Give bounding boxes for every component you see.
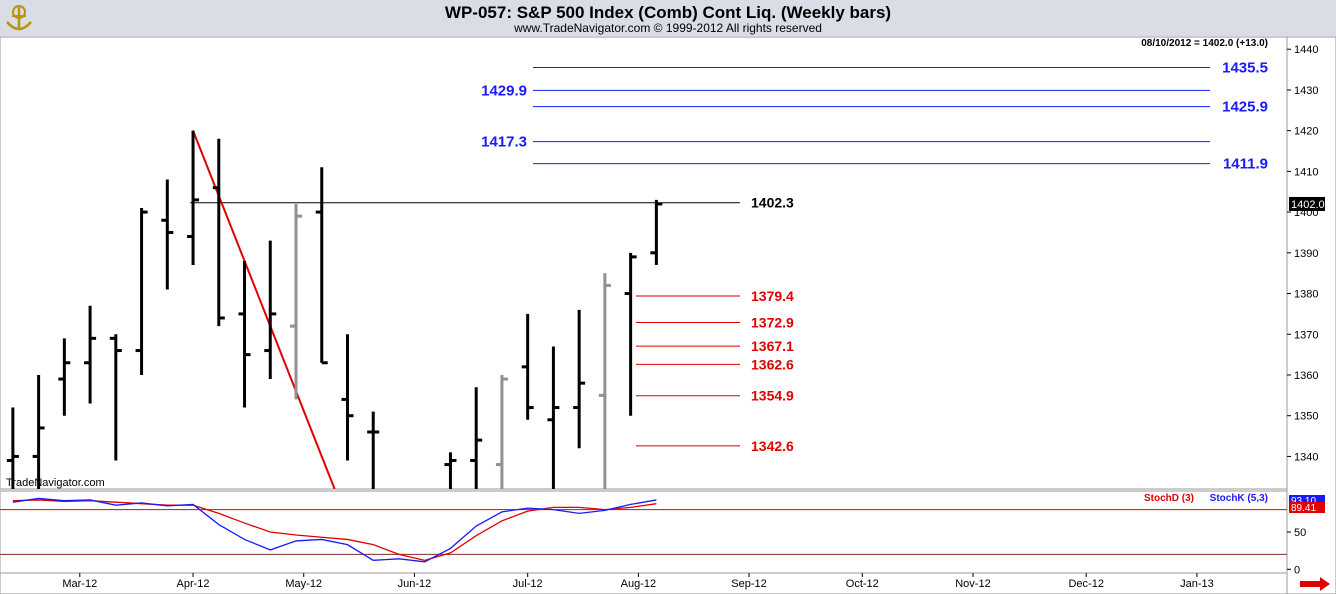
date-axis-tick-label: Jun-12 bbox=[398, 578, 432, 590]
date-axis-tick-label: Aug-12 bbox=[621, 578, 656, 590]
red-level-label: 1342.6 bbox=[751, 438, 794, 454]
stochastic-axis-tick-label: 0 bbox=[1294, 564, 1300, 576]
blue-level-label: 1425.9 bbox=[1222, 99, 1268, 116]
price-axis-tick-label: 1410 bbox=[1294, 166, 1318, 178]
blue-level-label: 1411.9 bbox=[1223, 156, 1268, 173]
last-bar-info: 08/10/2012 = 1402.0 (+13.0) bbox=[1141, 38, 1268, 49]
stochastic-axis-tick-label: 50 bbox=[1294, 527, 1306, 539]
stoch-d-line bbox=[12, 499, 657, 561]
date-axis-tick-label: Jan-13 bbox=[1180, 578, 1214, 590]
red-level-label: 1372.9 bbox=[751, 314, 794, 330]
current-price-label: 1402.0 bbox=[1291, 199, 1325, 211]
stoch-d-value-marker bbox=[1289, 502, 1325, 513]
date-axis-tick-label: May-12 bbox=[285, 578, 322, 590]
chart-title: WP-057: S&P 500 Index (Comb) Cont Liq. (… bbox=[444, 3, 892, 22]
price-axis-tick-label: 1440 bbox=[1294, 44, 1318, 56]
date-axis-tick-label: Mar-12 bbox=[62, 578, 97, 590]
red-level-label: 1379.4 bbox=[751, 288, 794, 304]
date-axis-panel bbox=[0, 572, 1288, 594]
price-axis-tick-label: 1380 bbox=[1294, 289, 1318, 301]
price-axis-tick-label: 1420 bbox=[1294, 126, 1318, 138]
date-axis-tick-label: Sep-12 bbox=[731, 578, 766, 590]
watermark: TradeNavigator.com bbox=[6, 477, 105, 489]
red-level-label: 1354.9 bbox=[751, 388, 794, 404]
date-axis-tick-label: Jul-12 bbox=[513, 578, 543, 590]
stoch-k-value-marker bbox=[1289, 495, 1325, 506]
red-level-label: 1362.6 bbox=[751, 356, 794, 372]
stochastic-panel bbox=[0, 490, 1288, 574]
stoch-k-legend: StochK (5,3) bbox=[1210, 493, 1268, 504]
stoch-k-value: 93.10 bbox=[1291, 496, 1316, 507]
title-bar bbox=[0, 0, 1336, 36]
resistance-level-label: 1402.3 bbox=[751, 195, 794, 211]
price-axis-tick-label: 1350 bbox=[1294, 411, 1318, 423]
stoch-d-legend: StochD (3) bbox=[1144, 493, 1194, 504]
price-axis-tick-label: 1370 bbox=[1294, 329, 1318, 341]
date-axis-tick-label: Apr-12 bbox=[177, 578, 210, 590]
date-axis-tick-label: Oct-12 bbox=[846, 578, 879, 590]
stoch-k-line bbox=[12, 497, 657, 563]
price-plot-area: 1435.5 1429.9 1425.9 1417.3 1411.9 1402.3 1379… bbox=[6, 60, 1268, 489]
red-level-label: 1367.1 bbox=[751, 338, 794, 354]
trade-navigator-logo-icon bbox=[6, 5, 32, 31]
price-axis-tick-label: 1390 bbox=[1294, 248, 1318, 260]
blue-level-label: 1417.3 bbox=[481, 134, 527, 151]
stochastic-plot-area bbox=[0, 497, 1287, 563]
date-axis-tick-label: Dec-12 bbox=[1068, 578, 1103, 590]
price-axis-tick-label: 1430 bbox=[1294, 85, 1318, 97]
current-price-marker bbox=[1289, 196, 1325, 211]
stoch-d-value: 89.41 bbox=[1291, 503, 1316, 514]
price-axis-tick-label: 1340 bbox=[1294, 451, 1318, 463]
scroll-right-arrow-icon[interactable] bbox=[1298, 576, 1332, 592]
blue-level-label: 1435.5 bbox=[1222, 60, 1268, 77]
trendline bbox=[192, 130, 336, 489]
date-axis-tick-label: Nov-12 bbox=[955, 578, 990, 590]
copyright-text: www.TradeNavigator.com © 1999-2012 All r… bbox=[514, 21, 822, 35]
blue-level-label: 1429.9 bbox=[481, 82, 527, 99]
price-axis-tick-label: 1360 bbox=[1294, 370, 1318, 382]
main-panel bbox=[0, 36, 1288, 490]
